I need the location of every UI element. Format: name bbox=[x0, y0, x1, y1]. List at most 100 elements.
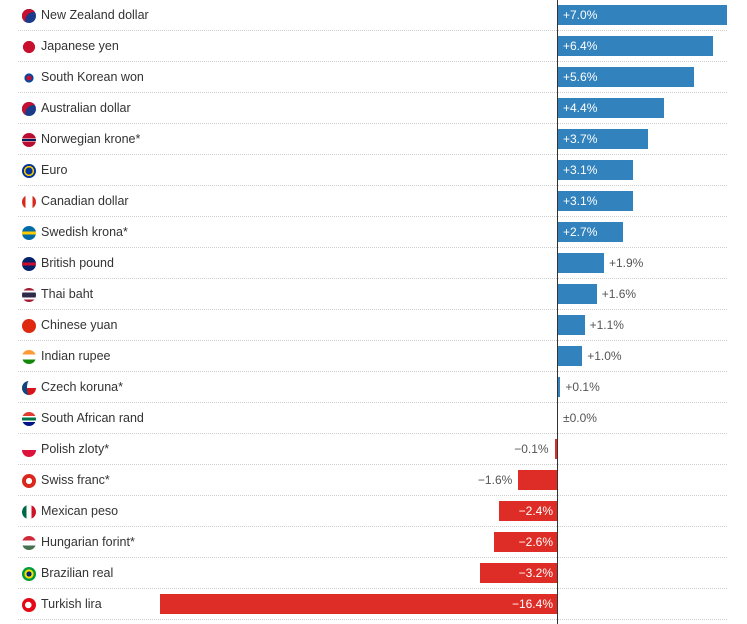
chart-row: South Korean won +5.6% bbox=[0, 62, 727, 93]
row-divider bbox=[18, 185, 727, 186]
bar-positive bbox=[558, 284, 597, 304]
row-divider bbox=[18, 557, 727, 558]
bar-positive bbox=[558, 67, 694, 87]
bar-negative bbox=[160, 594, 557, 614]
ch-flag-icon bbox=[22, 474, 36, 488]
value-label: −2.4% bbox=[518, 504, 553, 518]
value-label: −3.2% bbox=[518, 566, 553, 580]
row-divider bbox=[18, 61, 727, 62]
value-label: +1.1% bbox=[589, 318, 624, 332]
bar-positive bbox=[558, 129, 648, 149]
chart-row: Turkish lira −16.4% bbox=[0, 589, 727, 620]
value-label: +6.4% bbox=[563, 39, 598, 53]
category-label: Norwegian krone* bbox=[41, 132, 141, 146]
in-flag-icon bbox=[22, 350, 36, 364]
chart-row: Swedish krona* +2.7% bbox=[0, 217, 727, 248]
row-divider bbox=[18, 123, 727, 124]
chart-row: Chinese yuan +1.1% bbox=[0, 310, 727, 341]
hu-flag-icon bbox=[22, 536, 36, 550]
pl-flag-icon bbox=[22, 443, 36, 457]
value-label: +3.7% bbox=[563, 132, 598, 146]
bar-positive bbox=[558, 98, 665, 118]
category-label: Chinese yuan bbox=[41, 318, 118, 332]
category-label: Turkish lira bbox=[41, 597, 102, 611]
jp-flag-icon bbox=[22, 40, 36, 54]
chart-row: Mexican peso −2.4% bbox=[0, 496, 727, 527]
value-label: −16.4% bbox=[511, 597, 553, 611]
row-divider bbox=[18, 371, 727, 372]
category-label: South African rand bbox=[41, 411, 144, 425]
row-divider bbox=[18, 92, 727, 93]
value-label: −2.6% bbox=[518, 535, 553, 549]
category-label: Polish zloty* bbox=[41, 442, 110, 456]
value-label: +3.1% bbox=[563, 194, 598, 208]
kr-flag-icon bbox=[22, 71, 36, 85]
chart-row: New Zealand dollar +7.0% bbox=[0, 0, 728, 31]
bar-negative bbox=[498, 501, 557, 521]
value-label: −1.6% bbox=[477, 473, 513, 487]
row-divider bbox=[18, 309, 727, 310]
bar-positive bbox=[558, 5, 728, 25]
chart-row: Norwegian krone* +3.7% bbox=[0, 124, 727, 155]
no-flag-icon bbox=[22, 133, 36, 147]
row-divider bbox=[18, 464, 727, 465]
value-label: +1.6% bbox=[601, 287, 637, 301]
category-label: Indian rupee bbox=[41, 349, 111, 363]
bar-positive bbox=[558, 36, 713, 56]
au-flag-icon bbox=[22, 102, 36, 116]
chart-row: Czech koruna* +0.1% bbox=[0, 372, 727, 403]
chart-row: Polish zloty* −0.1% bbox=[0, 434, 727, 465]
row-divider bbox=[18, 340, 727, 341]
tr-flag-icon bbox=[22, 598, 36, 612]
chart-row: South African rand ±0.0% bbox=[0, 403, 727, 434]
chart-row: Brazilian real −3.2% bbox=[0, 558, 727, 589]
category-label: Australian dollar bbox=[41, 101, 131, 115]
value-label: ±0.0% bbox=[563, 411, 597, 425]
category-label: Czech koruna* bbox=[41, 380, 123, 394]
bar-positive bbox=[558, 160, 634, 180]
row-divider bbox=[18, 402, 727, 403]
bar-negative bbox=[554, 439, 557, 459]
value-label: +1.9% bbox=[608, 256, 644, 270]
nz-flag-icon bbox=[22, 9, 36, 23]
row-divider bbox=[18, 247, 727, 248]
chart-row: Swiss franc* −1.6% bbox=[0, 465, 727, 496]
category-label: New Zealand dollar bbox=[41, 8, 149, 22]
category-label: Euro bbox=[41, 163, 68, 177]
value-label: +7.0% bbox=[563, 8, 598, 22]
br-flag-icon bbox=[22, 567, 36, 581]
row-divider bbox=[18, 433, 727, 434]
bar-positive bbox=[558, 253, 604, 273]
cz-flag-icon bbox=[22, 381, 36, 395]
category-label: British pound bbox=[41, 256, 114, 270]
row-divider bbox=[18, 154, 727, 155]
category-label: Mexican peso bbox=[41, 504, 119, 518]
bar-negative bbox=[479, 563, 557, 583]
chart-row: Japanese yen +6.4% bbox=[0, 31, 727, 62]
row-divider bbox=[18, 588, 727, 589]
category-label: Swedish krona* bbox=[41, 225, 128, 239]
value-label: +1.0% bbox=[587, 349, 622, 363]
th-flag-icon bbox=[22, 288, 36, 302]
chart-row: Canadian dollar +3.1% bbox=[0, 186, 727, 217]
row-divider bbox=[18, 526, 727, 527]
zero-axis bbox=[557, 0, 558, 624]
eu-flag-icon bbox=[22, 164, 36, 178]
chart-row: Indian rupee +1.0% bbox=[0, 341, 727, 372]
category-label: Swiss franc* bbox=[41, 473, 110, 487]
category-label: South Korean won bbox=[41, 70, 144, 84]
value-label: +5.6% bbox=[563, 70, 598, 84]
value-label: +0.1% bbox=[565, 380, 600, 394]
value-label: −0.1% bbox=[514, 442, 549, 456]
chart-row: Hungarian forint* −2.6% bbox=[0, 527, 727, 558]
category-label: Hungarian forint* bbox=[41, 535, 135, 549]
chart-row: Australian dollar +4.4% bbox=[0, 93, 727, 124]
za-flag-icon bbox=[22, 412, 36, 426]
mx-flag-icon bbox=[22, 505, 36, 519]
value-label: +4.4% bbox=[563, 101, 598, 115]
gb-flag-icon bbox=[22, 257, 36, 271]
bar-positive bbox=[558, 346, 583, 366]
row-divider bbox=[18, 30, 727, 31]
row-divider bbox=[18, 495, 727, 496]
